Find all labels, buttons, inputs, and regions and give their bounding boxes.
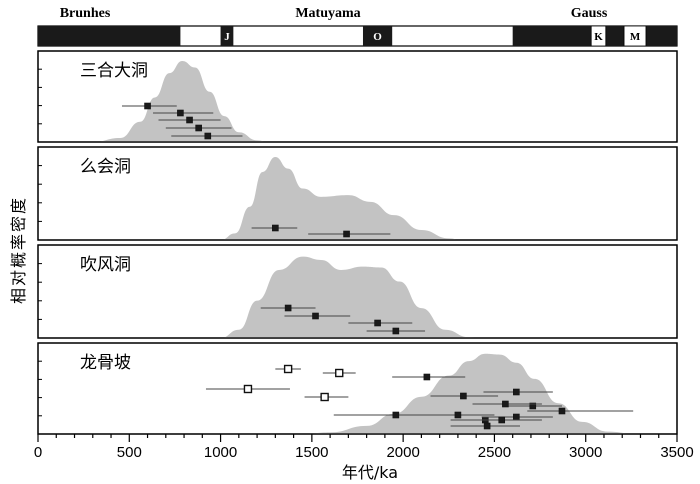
panel-frame [37, 342, 678, 435]
x-axis: 0 500 1000 1500 2000 2500 3000 3500 [34, 434, 694, 461]
panel-2: 么会洞 [37, 146, 678, 241]
density-curve [220, 157, 462, 240]
panel-title: 龙骨坡 [80, 353, 131, 373]
panel-frame-outline [37, 50, 678, 143]
subchron-label-k: K [594, 31, 603, 43]
data-point [513, 388, 520, 396]
subchron-block-m [623, 25, 647, 47]
panel-3: 吹风洞 [37, 244, 678, 339]
data-point [144, 102, 151, 110]
density-curve [92, 61, 269, 142]
polarity-chron-bar: Brunhes Matuyama Gauss J O K M [37, 6, 678, 47]
panel-1: 三合大洞 [37, 50, 678, 143]
data-point [343, 230, 350, 238]
panel-frame-outline [37, 146, 678, 241]
data-point [283, 364, 293, 374]
panel-frame-outline [37, 342, 678, 435]
data-point [284, 304, 292, 312]
subchron-label-o: O [373, 31, 382, 43]
x-tick-label: 1000 [204, 444, 237, 461]
subchron-label-j: J [224, 31, 230, 43]
chron-block-brunhes [38, 26, 181, 46]
subchron-label-m: M [630, 31, 641, 43]
data-point [460, 392, 467, 400]
data-point [502, 400, 509, 408]
data-point [498, 416, 506, 424]
subchron-block-j [220, 26, 234, 46]
x-tick-label: 2500 [478, 444, 511, 461]
x-tick-label: 0 [34, 444, 42, 461]
subchron-block-k [590, 25, 607, 47]
data-point [392, 411, 400, 419]
data-point [177, 109, 184, 117]
chron-label-brunhes: Brunhes [60, 6, 111, 21]
x-axis-title: 年代/ka [342, 463, 398, 482]
data-point [312, 312, 319, 320]
data-point [423, 373, 431, 381]
density-curve [302, 353, 637, 434]
data-point [243, 384, 253, 394]
subchron-block-o [362, 26, 393, 46]
panel-title: 么会洞 [80, 157, 131, 177]
data-point [392, 327, 400, 335]
data-point [186, 116, 193, 124]
data-point [454, 411, 462, 419]
x-tick-label: 500 [117, 444, 142, 461]
data-point [483, 422, 491, 430]
data-point [195, 124, 202, 132]
panel-frame-outline [37, 244, 678, 339]
panel-title: 吹风洞 [80, 255, 131, 275]
x-tick-label: 3000 [569, 444, 602, 461]
density-curve [220, 256, 480, 338]
data-point [374, 319, 381, 327]
chron-label-gauss: Gauss [571, 6, 608, 21]
data-point [335, 368, 344, 378]
data-point [204, 132, 212, 140]
chron-label-matuyama: Matuyama [295, 6, 360, 21]
data-point [558, 407, 566, 415]
x-tick-label: 1500 [295, 444, 328, 461]
data-point [320, 392, 329, 402]
data-point [272, 224, 279, 232]
x-tick-label: 2000 [386, 444, 419, 461]
x-tick-label: 3500 [660, 444, 693, 461]
y-axis-title: 相对概率密度 [9, 196, 28, 304]
data-point [513, 413, 520, 421]
data-point [529, 402, 537, 410]
panel-4: 龙骨坡 [37, 342, 678, 435]
panel-title: 三合大洞 [80, 61, 148, 81]
